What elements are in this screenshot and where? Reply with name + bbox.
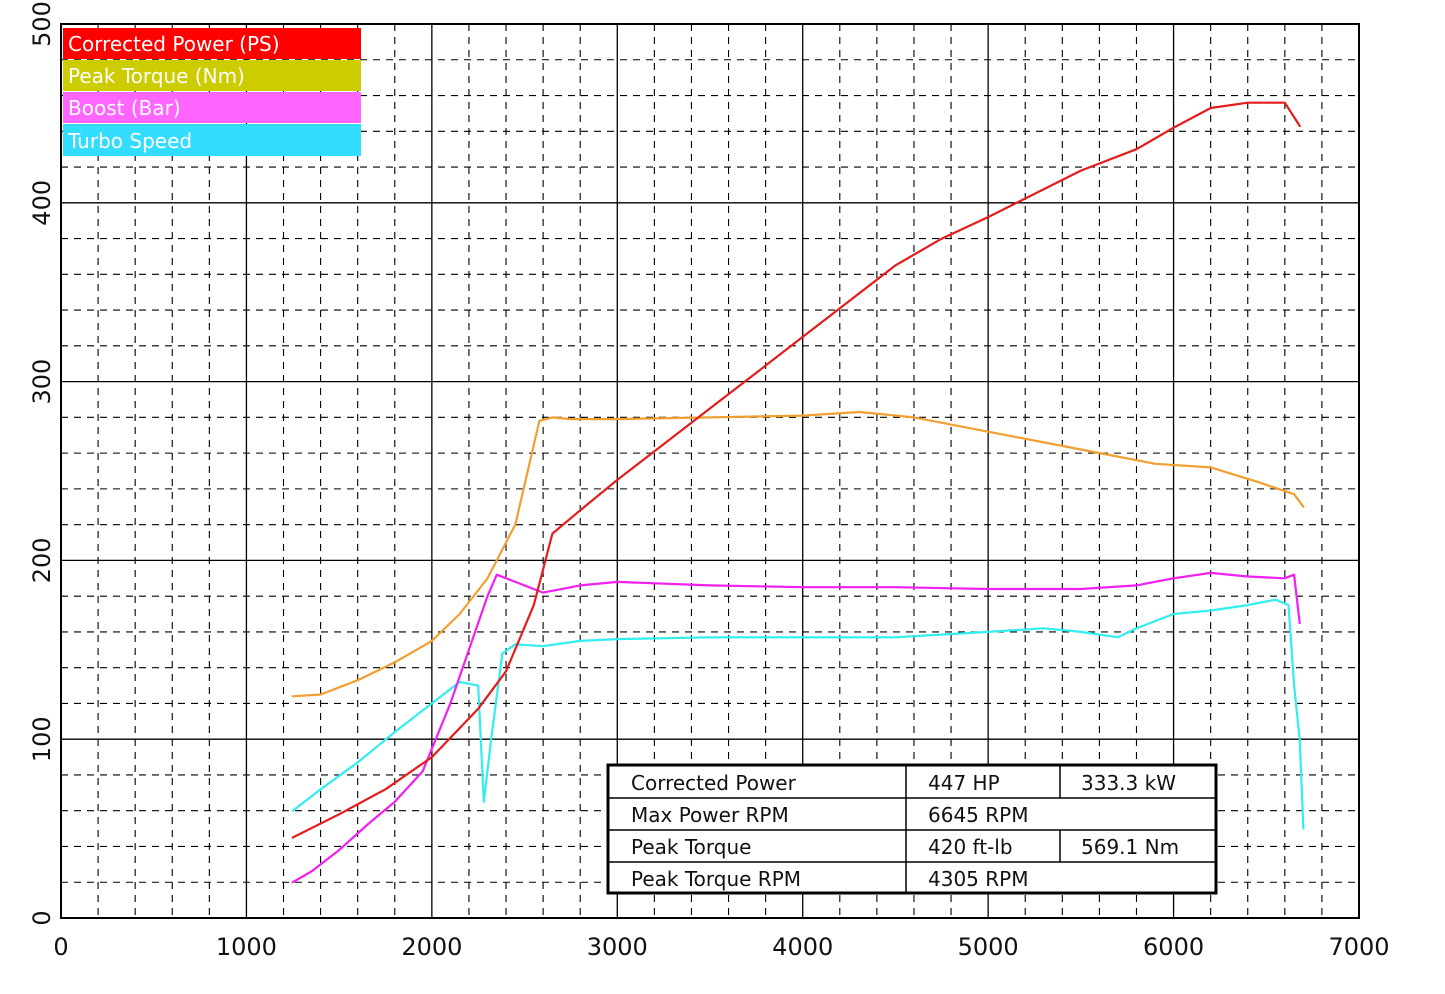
x-tick-label: 6000 [1143,933,1204,961]
series-line-3 [291,598,1305,830]
summary-table: Corrected Power 447 HP 333.3 kW Max Powe… [606,763,1218,895]
legend: Corrected Power (PS) Peak Torque (Nm) Bo… [63,28,361,156]
summary-value-hp: 447 HP [928,771,1000,795]
y-tick-label: 100 [28,716,56,762]
summary-value-nm: 569.1 Nm [1081,835,1179,859]
legend-swatch-boost [63,92,361,123]
summary-label-max-power-rpm: Max Power RPM [631,803,789,827]
series-line-1 [291,410,1305,698]
major-grid [60,23,1360,919]
summary-label-peak-torque-rpm: Peak Torque RPM [631,867,801,891]
summary-value-ftlb: 420 ft-lb [928,835,1013,859]
series-line-2 [291,571,1301,884]
y-axis-ticks: 0 100 200 300 400 500 [28,1,56,926]
legend-swatch-torque [63,60,361,91]
x-tick-label: 3000 [587,933,648,961]
summary-value-kw: 333.3 kW [1081,771,1176,795]
series-layer [291,101,1305,884]
x-tick-label: 2000 [401,933,462,961]
summary-label-peak-torque: Peak Torque [631,835,751,859]
summary-label-corrected-power: Corrected Power [631,771,797,795]
legend-swatch-turbo [63,124,361,156]
legend-label-boost: Boost (Bar) [68,96,181,120]
x-tick-label: 4000 [772,933,833,961]
x-tick-label: 7000 [1328,933,1389,961]
summary-value-max-power-rpm: 6645 RPM [928,803,1028,827]
legend-label-turbo: Turbo Speed [67,129,192,153]
summary-value-peak-torque-rpm: 4305 RPM [928,867,1028,891]
series-line-0 [291,101,1301,839]
y-tick-label: 300 [28,359,56,405]
x-axis-ticks: 0 1000 2000 3000 4000 5000 6000 7000 [53,933,1389,961]
x-tick-label: 1000 [216,933,277,961]
y-tick-label: 200 [28,537,56,583]
y-tick-label: 400 [28,180,56,226]
legend-label-power: Corrected Power (PS) [68,32,280,56]
y-tick-label: 500 [28,1,56,47]
legend-swatch-power [63,28,361,59]
plot-border [60,23,1360,919]
y-tick-label: 0 [28,910,56,925]
legend-label-torque: Peak Torque (Nm) [68,64,245,88]
x-tick-label: 0 [53,933,68,961]
x-tick-label: 5000 [958,933,1019,961]
